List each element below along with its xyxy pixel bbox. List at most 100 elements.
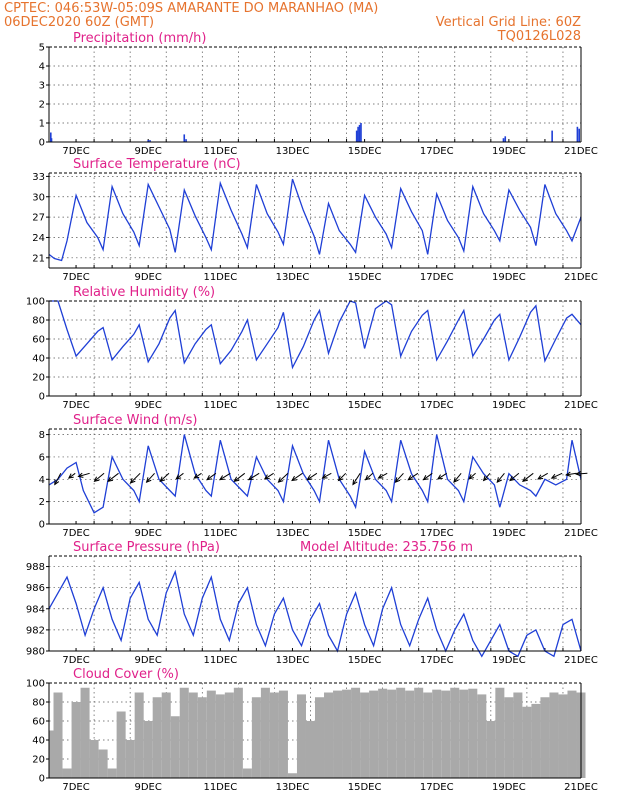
pres-xtick-label: 21DEC bbox=[564, 655, 598, 666]
temp-xtick-label: 11DEC bbox=[203, 272, 237, 283]
wind-arrow-head bbox=[107, 476, 114, 482]
precip-bar bbox=[360, 123, 362, 142]
cloud-bar bbox=[423, 692, 433, 778]
rh-xtick-label: 19DEC bbox=[492, 400, 526, 411]
cloud-bar bbox=[179, 687, 189, 778]
temp-xtick-label: 7DEC bbox=[62, 272, 89, 283]
wind-ytick-label: 0 bbox=[39, 520, 45, 531]
wind-arrow-head bbox=[193, 473, 200, 479]
cloud-bar bbox=[107, 768, 117, 778]
wind-xtick-label: 7DEC bbox=[62, 528, 89, 539]
rh-xtick-label: 9DEC bbox=[134, 400, 161, 411]
cloud-xtick-label: 13DEC bbox=[276, 782, 310, 793]
wind-arrow-head bbox=[521, 476, 528, 482]
wind-arrow bbox=[551, 472, 563, 479]
cloud-bar bbox=[549, 692, 559, 778]
precip-title: Precipitation (mm/h) bbox=[73, 31, 206, 46]
precip-xtick-label: 19DEC bbox=[492, 146, 526, 157]
precip-bar bbox=[576, 126, 579, 142]
temp-ytick-label: 21 bbox=[32, 253, 45, 264]
cloud-bar bbox=[387, 689, 397, 778]
cloud-bar bbox=[116, 711, 126, 778]
temp-title: Surface Temperature (nC) bbox=[73, 157, 241, 172]
wind-arrow bbox=[107, 472, 119, 482]
cloud-bar bbox=[269, 692, 279, 778]
pres-xtick-label: 11DEC bbox=[203, 655, 237, 666]
precip-ytick-label: 5 bbox=[39, 43, 45, 54]
cloud-ytick-label: 100 bbox=[26, 679, 45, 690]
rh-xtick-label: 17DEC bbox=[420, 400, 454, 411]
wind-arrow bbox=[483, 472, 491, 481]
precip-bar bbox=[578, 128, 580, 142]
wind-xtick-label: 11DEC bbox=[203, 528, 237, 539]
wind-arrow-head bbox=[263, 474, 270, 480]
wind-arrow bbox=[338, 472, 347, 481]
cloud-bar bbox=[405, 690, 415, 778]
wind-arrow-head bbox=[407, 475, 414, 481]
precip-ytick-label: 3 bbox=[39, 81, 45, 92]
surface-wind-panel: Surface Wind (m/s) 0 2 4 6 8 7DEC 9DEC 11DEC 13DE… bbox=[39, 413, 598, 539]
cloud-bar bbox=[441, 690, 451, 778]
wind-arrow-head bbox=[565, 471, 572, 477]
wind-ytick-label: 6 bbox=[39, 452, 45, 463]
wind-arrow bbox=[378, 472, 388, 479]
wind-arrow bbox=[395, 472, 404, 483]
wind-arrow-head bbox=[159, 476, 166, 483]
precip-bar bbox=[504, 136, 507, 142]
cloud-xtick-label: 9DEC bbox=[134, 782, 161, 793]
cloud-bar bbox=[125, 740, 135, 778]
cloud-bar bbox=[396, 687, 406, 778]
wind-arrow bbox=[234, 472, 246, 482]
wind-arrow bbox=[576, 472, 588, 475]
wind-ytick-label: 4 bbox=[39, 475, 45, 486]
cloud-bar bbox=[486, 721, 496, 778]
precip-bar bbox=[183, 134, 186, 142]
wind-arrow-head bbox=[453, 477, 459, 483]
rh-xtick-label: 11DEC bbox=[203, 400, 237, 411]
cloud-bar bbox=[324, 692, 334, 778]
cloud-bar bbox=[342, 689, 352, 778]
pres-xtick-label: 17DEC bbox=[420, 655, 454, 666]
wind-arrow bbox=[365, 472, 374, 481]
wind-arrow bbox=[146, 472, 155, 483]
cloud-bar bbox=[170, 716, 180, 778]
rh-ytick-label: 100 bbox=[26, 297, 45, 308]
temp-xtick-label: 19DEC bbox=[492, 272, 526, 283]
precip-xtick-label: 21DEC bbox=[564, 146, 598, 157]
precip-xtick-label: 7DEC bbox=[62, 146, 89, 157]
wind-arrow bbox=[509, 472, 520, 481]
wind-arrow-head bbox=[364, 474, 371, 481]
cloud-bar bbox=[53, 692, 63, 778]
header-grid-line: Vertical Grid Line: 60Z bbox=[436, 15, 581, 30]
wind-title: Surface Wind (m/s) bbox=[73, 413, 197, 428]
precip-bar bbox=[50, 138, 53, 142]
pres-ytick-label: 988 bbox=[26, 562, 45, 573]
cloud-xtick-label: 19DEC bbox=[492, 782, 526, 793]
cloud-bar bbox=[260, 687, 270, 778]
wind-arrow bbox=[278, 472, 289, 483]
wind-arrow bbox=[496, 472, 505, 483]
wind-xtick-label: 9DEC bbox=[134, 528, 161, 539]
cloud-xtick-label: 15DEC bbox=[348, 782, 382, 793]
wind-arrow bbox=[175, 472, 184, 480]
cloud-xtick-label: 11DEC bbox=[203, 782, 237, 793]
wind-arrow-head bbox=[352, 479, 358, 486]
wind-arrow bbox=[264, 472, 274, 480]
wind-arrow bbox=[248, 472, 260, 481]
cloud-ytick-label: 20 bbox=[32, 755, 45, 766]
cloud-bar bbox=[188, 692, 198, 778]
rh-xtick-label: 13DEC bbox=[276, 400, 310, 411]
wind-arrow-head bbox=[537, 474, 544, 480]
cloud-bar bbox=[80, 687, 90, 778]
cloud-bar bbox=[522, 706, 532, 778]
cloud-title: Cloud Cover (%) bbox=[73, 667, 179, 682]
wind-arrow-head bbox=[206, 475, 213, 481]
cloud-bar bbox=[287, 773, 297, 778]
precipitation-panel: Precipitation (mm/h) 0 1 2 3 4 5 7DEC 9DEC 11DEC 1… bbox=[39, 31, 598, 157]
surface-pressure-panel: Surface Pressure (hPa) Model Altitude: 23… bbox=[26, 540, 598, 666]
cloud-bar bbox=[468, 688, 478, 778]
cloud-ytick-label: 0 bbox=[39, 774, 45, 785]
wind-ytick-label: 8 bbox=[39, 430, 45, 441]
temp-line bbox=[48, 178, 582, 262]
